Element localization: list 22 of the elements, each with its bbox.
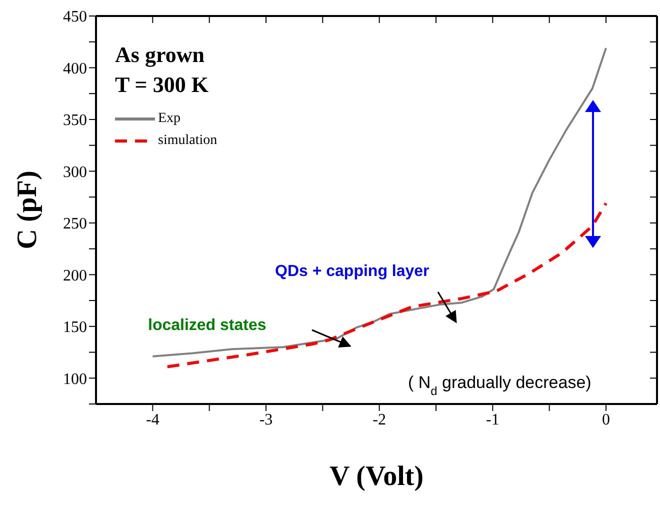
annotation: As grown: [115, 42, 204, 67]
annotation: localized states: [148, 317, 266, 334]
y-tick-label: 150: [63, 319, 87, 336]
legend-label: simulation: [158, 133, 218, 149]
x-axis-title: V (Volt): [329, 461, 424, 492]
annotation: T = 300 K: [115, 72, 208, 97]
annotation: ( N$_{d}$ gradually decrease): [408, 373, 592, 398]
x-tick-label: 0: [602, 411, 610, 428]
y-tick-label: 350: [63, 112, 87, 130]
y-tick-label: 200: [63, 267, 87, 284]
y-tick-label: 400: [63, 60, 87, 78]
x-tick-label: -1: [486, 411, 500, 428]
x-tick-label: -4: [146, 411, 160, 428]
y-tick-label: 300: [63, 164, 87, 181]
x-tick-label: -2: [372, 411, 386, 428]
y-axis-title: C (pF): [12, 170, 43, 250]
annotation: QDs + capping layer: [275, 263, 430, 280]
legend-label: Exp: [158, 111, 181, 127]
x-tick-label: -3: [259, 411, 273, 428]
y-tick-label: 450: [63, 8, 87, 26]
y-tick-label: 250: [63, 216, 87, 233]
y-tick-label: 100: [63, 370, 87, 388]
